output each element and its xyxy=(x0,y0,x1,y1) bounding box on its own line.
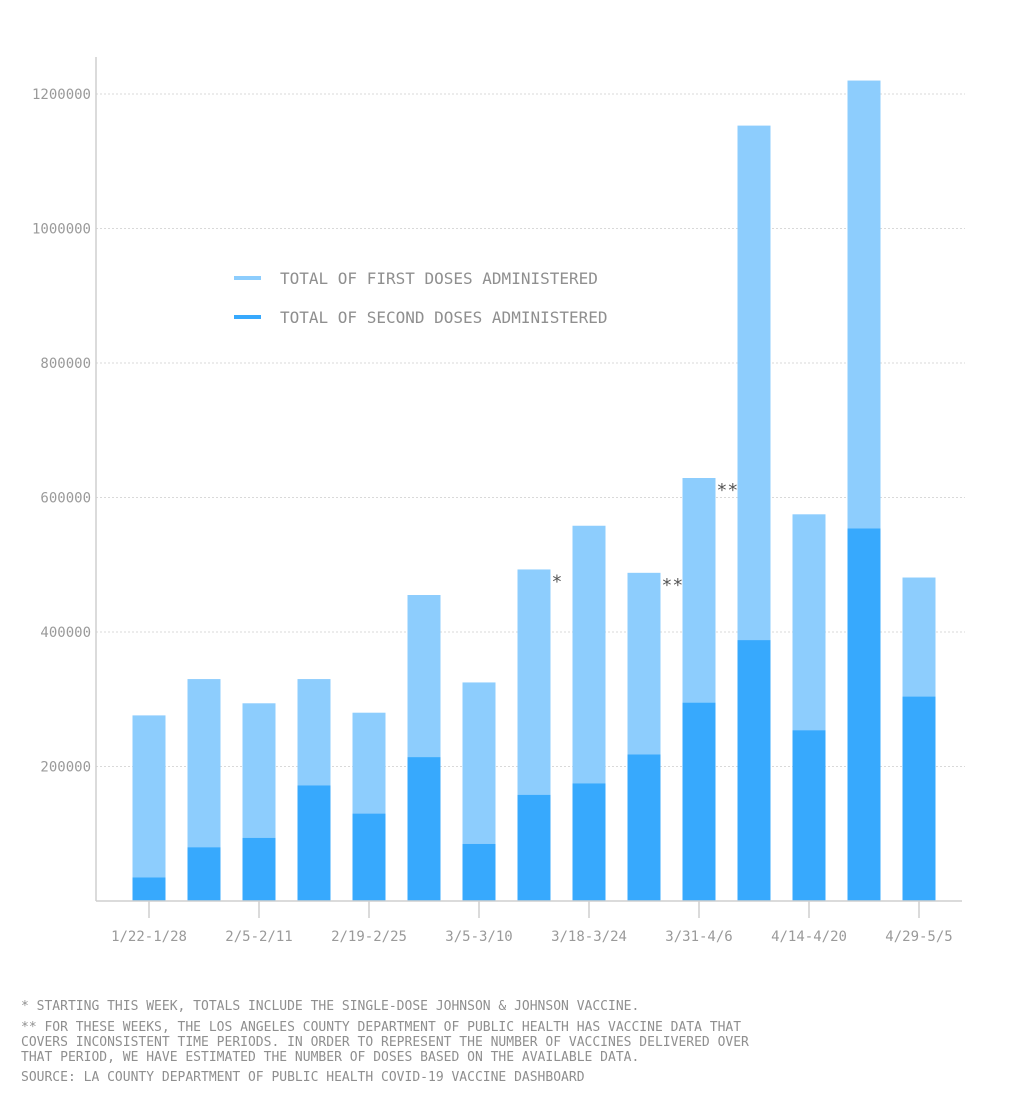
bar-second-dose xyxy=(407,757,441,901)
legend-label: TOTAL OF SECOND DOSES ADMINISTERED xyxy=(280,308,608,327)
bar-second-dose xyxy=(187,847,221,901)
legend-label: TOTAL OF FIRST DOSES ADMINISTERED xyxy=(280,269,598,288)
bar-second-dose xyxy=(462,843,496,901)
bar-first-dose xyxy=(187,679,221,848)
bar-footnote-mark: ** xyxy=(717,480,739,501)
footnote-estimates: ** FOR THESE WEEKS, THE LOS ANGELES COUN… xyxy=(21,1020,821,1065)
y-tick-label: 600000 xyxy=(40,491,91,507)
x-tick-label: 2/19-2/25 xyxy=(331,929,407,945)
bar-second-dose xyxy=(847,528,881,901)
x-tick-label: 3/31-4/6 xyxy=(665,929,732,945)
bar-first-dose xyxy=(737,125,771,641)
bar-first-dose xyxy=(297,679,331,786)
bar-second-dose xyxy=(297,785,331,901)
x-tick-label: 4/14-4/20 xyxy=(771,929,847,945)
footnote-estimates-line-3: THAT PERIOD, WE HAVE ESTIMATED THE NUMBE… xyxy=(21,1050,640,1065)
x-tick-label: 3/18-3/24 xyxy=(551,929,627,945)
bar-first-dose xyxy=(572,525,606,784)
bar-first-dose xyxy=(517,569,551,795)
y-tick-label: 200000 xyxy=(40,760,91,776)
bar-second-dose xyxy=(572,783,606,901)
x-tick-label: 4/29-5/5 xyxy=(885,929,952,945)
legend: TOTAL OF FIRST DOSES ADMINISTERED TOTAL O… xyxy=(234,269,608,327)
bar-first-dose xyxy=(847,80,881,529)
stacked-bar-chart: 200000 400000 600000 800000 1000000 1200000 *… xyxy=(32,57,965,945)
y-tick-label: 800000 xyxy=(40,356,91,372)
bar-second-dose xyxy=(352,813,386,901)
bar-footnote-mark: ** xyxy=(662,575,684,596)
y-tick-label: 1000000 xyxy=(32,222,91,238)
x-tick-label: 1/22-1/28 xyxy=(111,929,187,945)
bar-first-dose xyxy=(242,703,276,838)
source-note: SOURCE: LA COUNTY DEPARTMENT OF PUBLIC H… xyxy=(21,1070,585,1085)
bar-first-dose xyxy=(902,577,936,697)
x-tick-label: 2/5-2/11 xyxy=(225,929,292,945)
bar-footnote-mark: * xyxy=(552,571,563,592)
bar-first-dose xyxy=(682,477,716,703)
bar-second-dose xyxy=(627,754,661,901)
bar-footnote-marks: * **** xyxy=(552,480,739,596)
bar-first-dose xyxy=(462,682,496,844)
bar-second-dose xyxy=(737,640,771,901)
y-tick-label: 1200000 xyxy=(32,87,91,103)
bar-first-dose xyxy=(407,595,441,758)
footnote-jj: * STARTING THIS WEEK, TOTALS INCLUDE THE… xyxy=(21,999,640,1014)
bar-first-dose xyxy=(792,514,826,731)
y-tick-label: 400000 xyxy=(40,625,91,641)
bar-first-dose xyxy=(132,715,166,878)
bars xyxy=(132,80,936,901)
bar-second-dose xyxy=(682,702,716,901)
bar-second-dose xyxy=(902,696,936,901)
bar-first-dose xyxy=(352,712,386,814)
footnote-estimates-line-1: ** FOR THESE WEEKS, THE LOS ANGELES COUN… xyxy=(21,1020,742,1035)
x-tick-label: 3/5-3/10 xyxy=(445,929,512,945)
bar-second-dose xyxy=(517,794,551,901)
y-axis: 200000 400000 600000 800000 1000000 1200000 xyxy=(32,57,97,901)
bar-first-dose xyxy=(627,572,661,755)
footnote-estimates-line-2: COVERS INCONSISTENT TIME PERIODS. IN ORD… xyxy=(21,1035,749,1050)
footnotes: * STARTING THIS WEEK, TOTALS INCLUDE THE… xyxy=(21,999,821,1091)
bar-second-dose xyxy=(242,837,276,901)
bar-second-dose xyxy=(792,730,826,901)
x-axis: 1/22-1/28 2/5-2/11 2/19-2/25 3/5-3/10 3/18-3… xyxy=(96,900,962,945)
bar-second-dose xyxy=(132,877,166,901)
